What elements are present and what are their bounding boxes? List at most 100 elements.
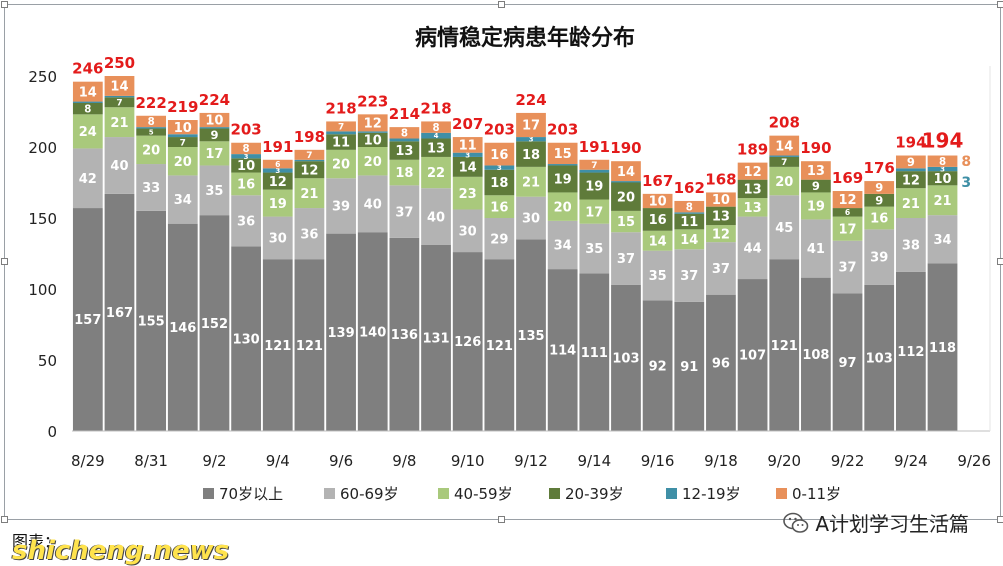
- x-axis: 8/29 8/31 9/2 9/4 9/6 9/8 9/10 9/12 9/14 9/16 9/18…: [71, 66, 991, 470]
- total-label: 224: [515, 91, 546, 109]
- bar-segment: [832, 240, 863, 294]
- bar-segment: [136, 128, 167, 136]
- segment-label: 10: [712, 193, 730, 208]
- bar-segment: [579, 223, 610, 274]
- segment-label: 10: [364, 134, 382, 149]
- bar-segment: [136, 115, 167, 128]
- bar-segment: [801, 219, 831, 278]
- bar-segment: [326, 121, 356, 132]
- resize-handle-right[interactable]: [997, 258, 1003, 265]
- resize-handle-left[interactable]: [1, 258, 8, 265]
- segment-label: 10: [205, 114, 223, 129]
- bar-segment: [357, 132, 388, 147]
- segment-label: 35: [205, 184, 223, 199]
- bar-segment: [326, 134, 356, 150]
- bar-segment: [199, 141, 230, 166]
- bar-stack: 146 34 20 7 10 219: [167, 98, 198, 431]
- bar-segment: [516, 141, 546, 167]
- segment-label: 20: [775, 175, 793, 190]
- bar-segment: [737, 179, 768, 199]
- total-label: 194: [922, 129, 964, 153]
- segment-label: 17: [839, 222, 857, 237]
- bar-segment: [895, 168, 926, 172]
- bar-segment: [357, 131, 388, 133]
- segment-label: 13: [712, 210, 730, 225]
- segment-label: 12: [364, 117, 382, 132]
- segment-label: 34: [933, 233, 951, 248]
- segment-label: 34: [174, 193, 192, 208]
- bar-segment: [832, 216, 863, 241]
- x-tick-label: 9/20: [767, 452, 801, 470]
- bar-segment: [389, 127, 420, 139]
- legend: 70岁以上 60-69岁 40-59岁 20-39岁 12-19岁 0-11岁: [203, 485, 841, 503]
- bar-segment: [674, 301, 705, 431]
- segment-label: 12: [300, 163, 318, 178]
- bar-segment: [579, 172, 610, 200]
- segment-label: 35: [585, 242, 603, 257]
- total-label: 207: [452, 115, 483, 133]
- bar-segment: [199, 165, 230, 216]
- segment-label: 36: [300, 227, 318, 242]
- segment-label: 16: [237, 178, 255, 193]
- bar-segment: [484, 169, 515, 196]
- segment-label: 152: [201, 317, 228, 332]
- segment-label: 96: [712, 357, 730, 372]
- segment-label: 114: [549, 344, 576, 359]
- resize-handle-bottom-right[interactable]: [997, 516, 1003, 523]
- bar-segment: [326, 149, 356, 179]
- bar-segment: [706, 192, 736, 207]
- bar-stack: 112 38 21 12 9 194: [895, 134, 927, 431]
- bar-segment: [895, 218, 926, 272]
- segment-label: 14: [775, 139, 793, 154]
- legend-swatch: [549, 488, 560, 499]
- segment-label: 20: [332, 158, 350, 173]
- segment-label: 14: [79, 85, 97, 100]
- bar-segment: [262, 159, 293, 169]
- segment-label: 30: [459, 224, 477, 239]
- bar-stack: 136 37 18 13 8 214: [389, 105, 420, 431]
- bar-segment: [104, 95, 135, 98]
- segment-label: 19: [269, 197, 287, 212]
- bar-segment: [452, 152, 483, 157]
- resize-handle-top-right[interactable]: [997, 1, 1003, 8]
- segment-label: 121: [296, 339, 323, 354]
- resize-handle-top[interactable]: [498, 1, 505, 8]
- bar-segment: [674, 249, 705, 302]
- bar-stack: 103 37 15 20 14 190: [610, 139, 642, 431]
- bar-segment: [136, 135, 167, 165]
- x-tick-label: 9/14: [577, 452, 611, 470]
- segment-label: 3: [275, 167, 280, 175]
- bar-segment: [262, 189, 293, 217]
- segment-label: 11: [459, 139, 477, 154]
- bar-series: 1574224814246167402171425015533205822214…: [72, 54, 971, 431]
- segment-label: 40: [364, 197, 382, 212]
- segment-label: 8: [84, 104, 91, 115]
- bar-stack: 126 30 23 14 311 207: [452, 115, 483, 431]
- resize-handle-bottom[interactable]: [498, 516, 505, 523]
- bar-segment: [357, 114, 388, 132]
- watermark: shicheng.news: [12, 536, 230, 566]
- bar-segment: [421, 244, 451, 431]
- bar-segment: [104, 193, 135, 431]
- bar-segment: [642, 300, 673, 431]
- legend-swatch: [324, 488, 335, 499]
- bar-segment: [72, 81, 103, 102]
- resize-handle-top-left[interactable]: [1, 1, 8, 8]
- bar-segment: [642, 193, 673, 209]
- resize-handle-bottom-left[interactable]: [1, 516, 8, 523]
- bar-segment: [104, 76, 135, 96]
- segment-label: 131: [422, 332, 449, 347]
- bar-stack: 167 40 21 7 14 250: [104, 54, 135, 431]
- segment-label: 30: [269, 232, 287, 247]
- segment-label: 24: [79, 125, 97, 140]
- y-tick-label: 100: [28, 281, 57, 299]
- bar-segment: [737, 198, 768, 217]
- bar-segment: [927, 185, 958, 216]
- bar-segment: [864, 181, 895, 194]
- bar-segment: [611, 284, 641, 431]
- segment-label: 14: [110, 80, 128, 95]
- segment-label: 13: [744, 183, 762, 198]
- total-label: 222: [135, 94, 166, 112]
